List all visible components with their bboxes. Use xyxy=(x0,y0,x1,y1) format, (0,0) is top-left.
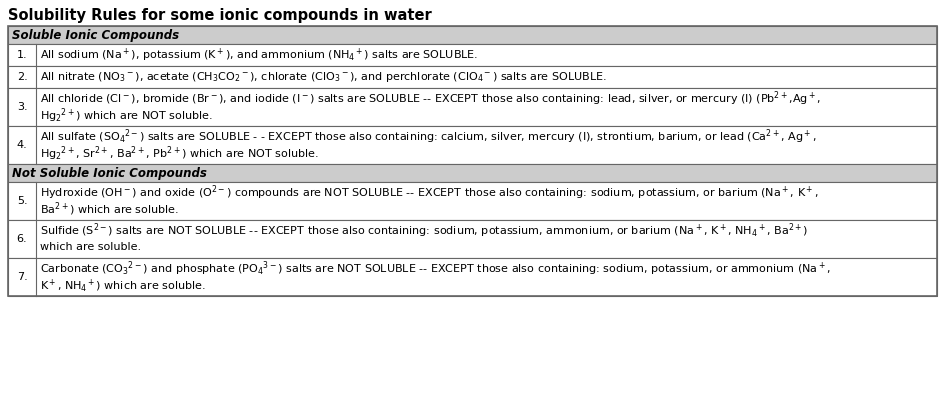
Text: 6.: 6. xyxy=(17,234,27,244)
Text: Not Soluble Ionic Compounds: Not Soluble Ionic Compounds xyxy=(12,166,207,180)
Text: 5.: 5. xyxy=(17,196,27,206)
Text: All nitrate (NO$_3$$^-$), acetate (CH$_3$CO$_2$$^-$), chlorate (ClO$_3$$^-$), an: All nitrate (NO$_3$$^-$), acetate (CH$_3… xyxy=(40,70,606,84)
Bar xyxy=(8,66,936,88)
Text: 3.: 3. xyxy=(17,102,27,112)
Bar xyxy=(8,26,936,44)
Bar xyxy=(8,164,936,182)
Text: Solubility Rules for some ionic compounds in water: Solubility Rules for some ionic compound… xyxy=(8,8,431,23)
Text: Sulfide (S$^{2-}$) salts are NOT SOLUBLE -- EXCEPT those also containing: sodium: Sulfide (S$^{2-}$) salts are NOT SOLUBLE… xyxy=(40,222,807,240)
Text: 2.: 2. xyxy=(17,72,27,82)
Text: Carbonate (CO$_3$$^{2-}$) and phosphate (PO$_4$$^{3-}$) salts are NOT SOLUBLE --: Carbonate (CO$_3$$^{2-}$) and phosphate … xyxy=(40,259,830,278)
Text: 1.: 1. xyxy=(17,50,27,60)
Text: Ba$^{2+}$) which are soluble.: Ba$^{2+}$) which are soluble. xyxy=(40,201,179,218)
Bar xyxy=(8,26,936,296)
Text: Hydroxide (OH$^-$) and oxide (O$^{2-}$) compounds are NOT SOLUBLE -- EXCEPT thos: Hydroxide (OH$^-$) and oxide (O$^{2-}$) … xyxy=(40,183,818,202)
Text: All chloride (Cl$^-$), bromide (Br$^-$), and iodide (I$^-$) salts are SOLUBLE --: All chloride (Cl$^-$), bromide (Br$^-$),… xyxy=(40,89,820,108)
Bar xyxy=(8,182,936,220)
Text: Hg$_2$$^{2+}$) which are NOT soluble.: Hg$_2$$^{2+}$) which are NOT soluble. xyxy=(40,106,212,125)
Bar xyxy=(8,258,936,296)
Text: K$^+$, NH$_4$$^+$) which are soluble.: K$^+$, NH$_4$$^+$) which are soluble. xyxy=(40,277,206,294)
Bar xyxy=(8,220,936,258)
Text: All sulfate (SO$_4$$^{2-}$) salts are SOLUBLE - - EXCEPT those also containing: : All sulfate (SO$_4$$^{2-}$) salts are SO… xyxy=(40,127,816,146)
Bar xyxy=(8,126,936,164)
Text: 4.: 4. xyxy=(17,140,27,150)
Text: All sodium (Na$^+$), potassium (K$^+$), and ammonium (NH$_4$$^+$) salts are SOLU: All sodium (Na$^+$), potassium (K$^+$), … xyxy=(40,46,478,64)
Text: Hg$_2$$^{2+}$, Sr$^{2+}$, Ba$^{2+}$, Pb$^{2+}$) which are NOT soluble.: Hg$_2$$^{2+}$, Sr$^{2+}$, Ba$^{2+}$, Pb$… xyxy=(40,144,318,163)
Text: Soluble Ionic Compounds: Soluble Ionic Compounds xyxy=(12,28,179,42)
Bar xyxy=(8,88,936,126)
Text: which are soluble.: which are soluble. xyxy=(40,242,141,252)
Bar xyxy=(8,44,936,66)
Text: 7.: 7. xyxy=(17,272,27,282)
